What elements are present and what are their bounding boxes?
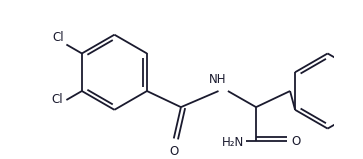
Text: NH: NH bbox=[209, 73, 227, 86]
Text: H₂N: H₂N bbox=[222, 135, 244, 149]
Text: Cl: Cl bbox=[51, 93, 63, 107]
Text: O: O bbox=[169, 145, 178, 158]
Text: Cl: Cl bbox=[52, 31, 64, 44]
Text: O: O bbox=[291, 135, 300, 148]
